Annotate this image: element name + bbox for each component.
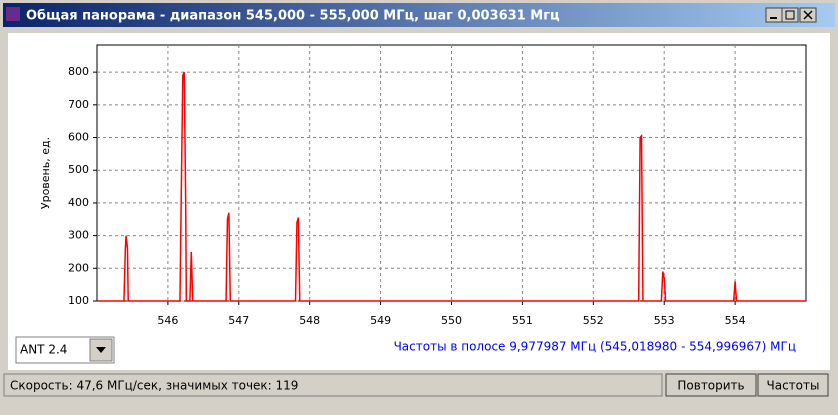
y-tick-label: 200 <box>68 261 89 274</box>
status-bar <box>3 373 663 397</box>
y-tick-label: 700 <box>68 98 89 111</box>
antenna-select[interactable]: ANT 2.4 <box>15 336 115 364</box>
window-title: Общая панорама - диапазон 545,000 - 555,… <box>26 9 560 24</box>
window-controls[interactable] <box>765 7 817 23</box>
x-tick-label: 550 <box>441 314 462 327</box>
title-bar <box>3 3 835 27</box>
freq-button[interactable] <box>757 373 829 397</box>
x-tick-label: 553 <box>654 314 675 327</box>
app-icon <box>6 7 20 21</box>
x-tick-label: 547 <box>228 314 249 327</box>
x-tick-label: 554 <box>725 314 746 327</box>
y-tick-label: 600 <box>68 131 89 144</box>
x-tick-label: 551 <box>512 314 533 327</box>
y-tick-label: 800 <box>68 65 89 78</box>
antenna-value: ANT 2.4 <box>20 343 67 357</box>
y-tick-label: 500 <box>68 163 89 176</box>
spectrum-line <box>97 71 806 302</box>
x-tick-label: 546 <box>157 314 178 327</box>
band-info: Частоты в полосе 9,977987 МГц (545,01898… <box>394 340 796 354</box>
repeat-button-label: Повторить <box>677 379 744 393</box>
x-tick-label: 549 <box>370 314 391 327</box>
freq-button-label: Частоты <box>767 379 820 393</box>
y-tick-label: 400 <box>68 196 89 209</box>
maximize-button[interactable] <box>781 7 799 23</box>
y-axis-label: Уровень, ед. <box>39 137 52 209</box>
repeat-button[interactable] <box>665 373 757 397</box>
y-tick-label: 100 <box>68 294 89 307</box>
minimize-button[interactable] <box>765 7 783 23</box>
y-tick-label: 300 <box>68 229 89 242</box>
status-text: Скорость: 47,6 МГц/сек, значимых точек: … <box>10 379 298 393</box>
x-tick-label: 548 <box>299 314 320 327</box>
x-tick-label: 552 <box>583 314 604 327</box>
